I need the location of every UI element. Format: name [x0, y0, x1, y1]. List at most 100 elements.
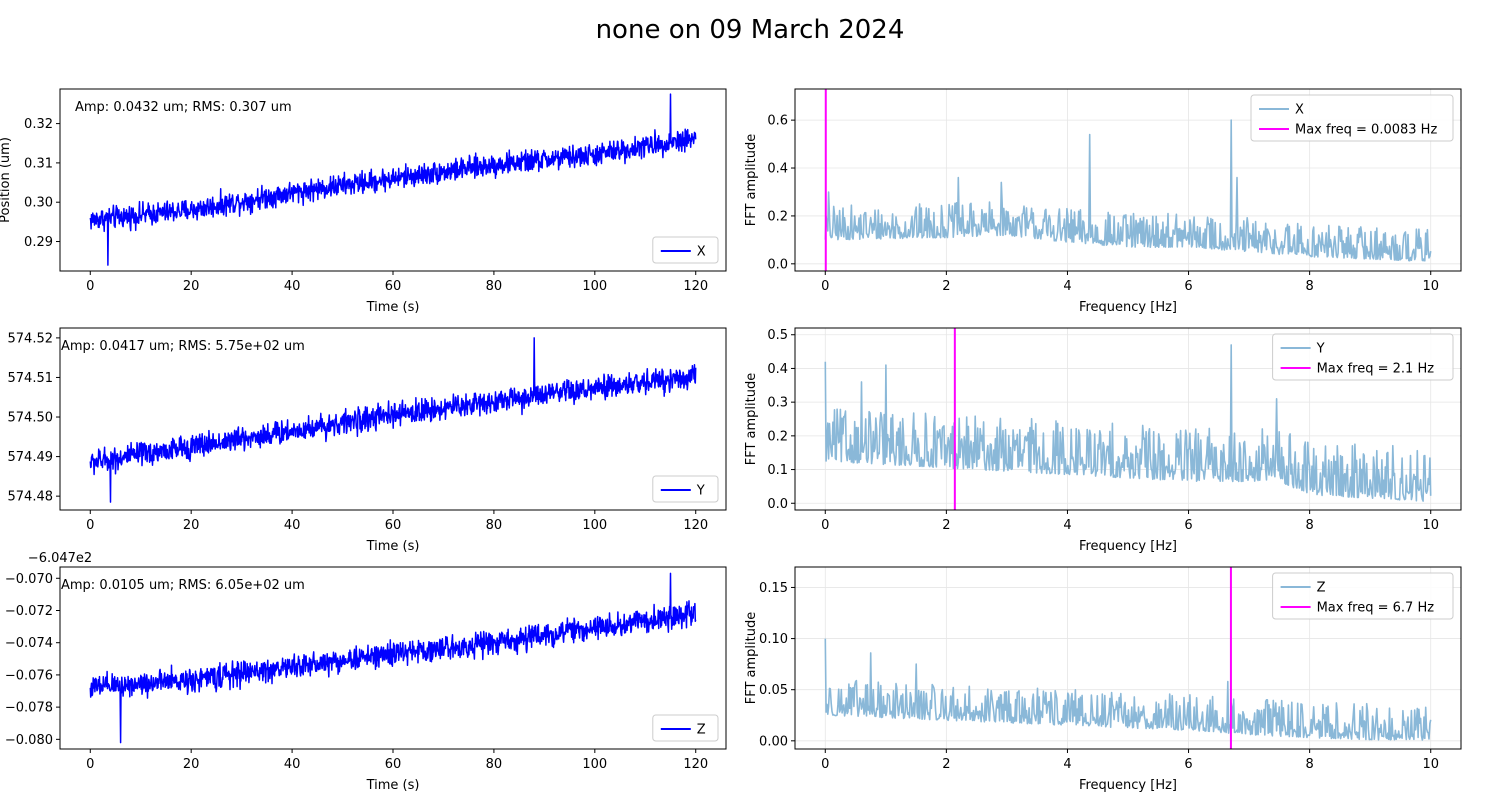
y-tick-label: −0.072	[5, 604, 53, 619]
panel-time-x: 0 20 40 60 80 100 120 0.29 0.30 0.31 0.32 Time (s) P…	[0, 88, 727, 315]
panel-fft-y: 0 2 4 6 8 10 0.0 0.1 0.2 0.3 0.4 0.5 Frequency [Hz] F…	[744, 327, 1462, 554]
panel-time-y: 0 20 40 60 80 100 120 574.48 574.49 574.50 574.51 5…	[8, 327, 727, 554]
y-tick-label: 0.1	[767, 463, 788, 478]
y-tick-label: −0.074	[5, 636, 53, 651]
legend: X	[652, 236, 719, 264]
y-offset-label: −6.047e2	[28, 551, 92, 566]
y-tick-label: 0.5	[767, 328, 788, 343]
x-tick-label: 0	[86, 757, 94, 772]
x-axis-label: Time (s)	[366, 539, 420, 554]
series-line-x	[824, 119, 1432, 262]
y-tick-label: 0.30	[24, 196, 53, 211]
y-axis-label: Position (um)	[0, 137, 13, 223]
y-tick-label: −0.076	[5, 668, 53, 683]
x-tick-label: 100	[582, 757, 607, 772]
figure-title: none on 09 March 2024	[596, 15, 905, 45]
x-tick-label: 10	[1422, 518, 1439, 533]
legend-label: Max freq = 2.1 Hz	[1317, 362, 1435, 377]
x-tick-label: 20	[183, 518, 200, 533]
x-tick-label: 80	[486, 279, 503, 294]
x-tick-label: 100	[582, 518, 607, 533]
x-tick-label: 0	[86, 518, 94, 533]
y-tick-label: −0.080	[5, 733, 53, 748]
series-line-z	[824, 638, 1432, 741]
panel-fft-z: 0 2 4 6 8 10 0.00 0.05 0.10 0.15 Frequency [Hz] FFT…	[744, 566, 1462, 793]
legend: Y	[652, 475, 719, 503]
legend-label: Max freq = 6.7 Hz	[1317, 601, 1435, 616]
x-tick-label: 0	[821, 757, 829, 772]
y-tick-label: 0.0	[767, 257, 788, 272]
x-tick-label: 40	[284, 757, 301, 772]
x-tick-label: 120	[683, 757, 708, 772]
x-tick-label: 10	[1422, 279, 1439, 294]
y-axis-label: FFT amplitude	[744, 134, 759, 227]
series-line-y	[89, 337, 697, 503]
series-line-z	[89, 572, 697, 744]
axes-frame	[794, 88, 1462, 272]
x-tick-label: 8	[1305, 279, 1313, 294]
x-tick-label: 40	[284, 279, 301, 294]
legend-label: Z	[697, 723, 706, 738]
x-tick-label: 120	[683, 279, 708, 294]
y-axis-label: FFT amplitude	[744, 373, 759, 466]
y-tick-label: −0.070	[5, 572, 53, 587]
x-tick-label: 60	[385, 757, 402, 772]
y-tick-label: −0.078	[5, 701, 53, 716]
y-tick-label: 574.48	[8, 490, 54, 505]
x-tick-label: 6	[1184, 757, 1192, 772]
x-axis-label: Frequency [Hz]	[1079, 539, 1177, 554]
series-line-y	[824, 344, 1432, 502]
legend-box	[1272, 333, 1454, 381]
x-tick-label: 2	[942, 518, 950, 533]
y-tick-label: 0.3	[767, 396, 788, 411]
stats-annotation: Amp: 0.0432 um; RMS: 0.307 um	[75, 100, 292, 115]
x-tick-label: 80	[486, 518, 503, 533]
y-tick-label: 574.49	[8, 450, 54, 465]
x-tick-label: 120	[683, 518, 708, 533]
y-axis-label: FFT amplitude	[744, 612, 759, 705]
x-tick-label: 20	[183, 279, 200, 294]
x-tick-label: 4	[1063, 757, 1071, 772]
legend-box	[1250, 94, 1454, 142]
x-tick-label: 10	[1422, 757, 1439, 772]
legend-label: X	[697, 245, 706, 260]
x-tick-label: 40	[284, 518, 301, 533]
x-axis-label: Frequency [Hz]	[1079, 778, 1177, 793]
x-tick-label: 2	[942, 279, 950, 294]
x-tick-label: 20	[183, 757, 200, 772]
x-tick-label: 8	[1305, 518, 1313, 533]
legend: Z	[652, 714, 719, 742]
y-tick-label: 574.52	[8, 331, 54, 346]
legend-box	[1272, 572, 1454, 620]
y-tick-label: 574.51	[8, 371, 54, 386]
y-tick-label: 0.15	[759, 581, 788, 596]
x-tick-label: 60	[385, 518, 402, 533]
y-tick-label: 0.2	[767, 429, 788, 444]
x-axis-label: Time (s)	[366, 300, 420, 315]
x-tick-label: 0	[821, 279, 829, 294]
y-tick-label: 0.4	[767, 162, 788, 177]
legend-label: Y	[1316, 342, 1325, 357]
legend: X Max freq = 0.0083 Hz	[1250, 94, 1454, 142]
axes-frame	[794, 566, 1462, 750]
x-tick-label: 80	[486, 757, 503, 772]
y-tick-label: 0.05	[759, 683, 788, 698]
stats-annotation: Amp: 0.0105 um; RMS: 6.05e+02 um	[61, 578, 305, 593]
x-axis-label: Time (s)	[366, 778, 420, 793]
y-tick-label: 0.0	[767, 497, 788, 512]
x-tick-label: 4	[1063, 518, 1071, 533]
legend-label: Z	[1317, 581, 1326, 596]
panel-fft-x: 0 2 4 6 8 10 0.0 0.2 0.4 0.6 Frequency [Hz] FFT amp…	[744, 88, 1462, 315]
legend: Z Max freq = 6.7 Hz	[1272, 572, 1454, 620]
legend: Y Max freq = 2.1 Hz	[1272, 333, 1454, 381]
x-tick-label: 6	[1184, 518, 1192, 533]
legend-label: X	[1295, 103, 1304, 118]
y-tick-label: 0.32	[24, 117, 53, 132]
y-tick-label: 0.31	[24, 156, 53, 171]
y-tick-label: 574.50	[8, 411, 54, 426]
x-tick-label: 8	[1305, 757, 1313, 772]
x-tick-label: 0	[86, 279, 94, 294]
x-tick-label: 6	[1184, 279, 1192, 294]
y-tick-label: 0.4	[767, 362, 788, 377]
